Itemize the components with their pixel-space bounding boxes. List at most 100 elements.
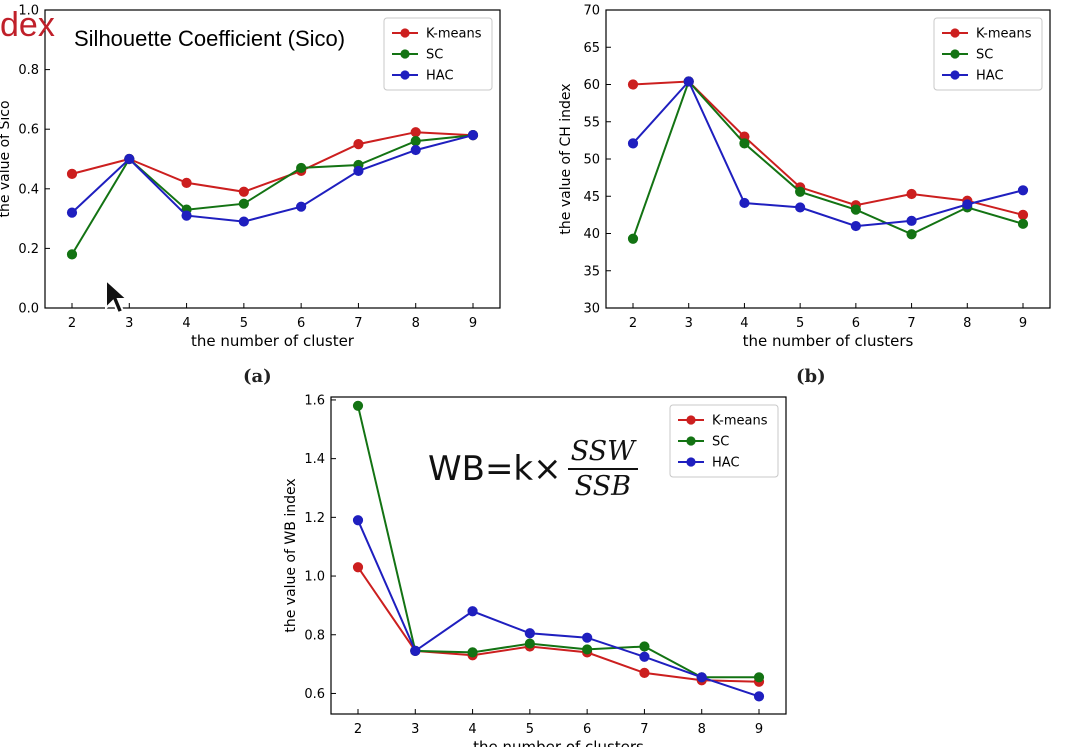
- legend-label: HAC: [976, 69, 1004, 84]
- data-point-sc: [850, 204, 861, 215]
- y-tick-label: 45: [583, 190, 600, 205]
- data-point-k-means: [639, 667, 650, 679]
- legend-marker: [950, 49, 960, 59]
- y-tick-label: 40: [583, 227, 600, 242]
- data-point-hac: [124, 153, 135, 165]
- data-point-hac: [627, 138, 639, 149]
- plot-frame: [44, 9, 501, 309]
- formula-prefix: WB=k×: [428, 449, 562, 489]
- series-line-sc: [357, 405, 759, 679]
- legend-box: [669, 404, 779, 478]
- legend-label: SC: [976, 48, 993, 63]
- x-tick-label: 2: [354, 722, 362, 737]
- data-point-hac: [582, 632, 593, 643]
- mouse-cursor-icon: [105, 278, 130, 315]
- panel-label-b: (b): [796, 366, 826, 387]
- data-point-hac: [238, 216, 249, 227]
- legend-marker: [950, 28, 960, 38]
- series-line-sc: [632, 79, 1024, 240]
- x-tick-label: 7: [640, 722, 648, 737]
- data-point-hac: [1017, 185, 1029, 196]
- series-line-k-means: [71, 131, 474, 193]
- data-point-hac: [906, 215, 917, 226]
- x-tick-label: 4: [182, 316, 190, 331]
- data-point-hac: [66, 207, 78, 218]
- data-point-sc: [352, 400, 364, 411]
- data-point-hac: [753, 691, 765, 702]
- series-line-hac: [71, 134, 474, 223]
- legend-marker: [686, 415, 696, 425]
- data-point-k-means: [627, 79, 639, 90]
- legend-marker: [400, 70, 410, 80]
- series-line-k-means: [357, 566, 760, 683]
- data-point-hac: [639, 651, 650, 662]
- x-tick-label: 5: [796, 316, 804, 331]
- x-tick-label: 2: [68, 316, 76, 331]
- y-tick-label: 1.0: [18, 4, 39, 19]
- x-tick-label: 3: [685, 316, 693, 331]
- x-tick-label: 9: [1019, 316, 1027, 331]
- legend-label: SC: [712, 435, 729, 450]
- x-tick-label: 9: [755, 722, 763, 737]
- y-tick-label: 0.2: [18, 242, 39, 257]
- plot-frame: [330, 396, 787, 715]
- x-tick-label: 4: [740, 316, 748, 331]
- legend-label: K-means: [976, 27, 1032, 42]
- data-point-hac: [524, 628, 535, 639]
- data-point-sc: [66, 249, 78, 260]
- chart-1: 2 3 4 5 6 7 8 9 0.0 0.2 0.4 0.6 0.8 1.0 the number of …: [0, 4, 501, 350]
- data-point-k-means: [181, 177, 192, 188]
- y-tick-label: 0.4: [18, 182, 39, 197]
- x-tick-label: 2: [629, 316, 637, 331]
- x-tick-label: 9: [469, 316, 477, 331]
- data-point-hac: [352, 515, 364, 526]
- overlay-chart-title: Silhouette Coefficient (Sico): [74, 26, 346, 51]
- data-point-sc: [582, 644, 593, 655]
- data-point-k-means: [238, 186, 249, 197]
- legend-label: HAC: [712, 456, 740, 471]
- x-tick-label: 7: [907, 316, 915, 331]
- x-tick-label: 6: [852, 316, 860, 331]
- x-tick-label: 5: [526, 722, 534, 737]
- formula-denominator: SSB: [574, 471, 631, 502]
- data-point-sc: [753, 672, 765, 683]
- x-tick-label: 8: [963, 316, 971, 331]
- legend-box: [383, 17, 493, 91]
- data-point-sc: [467, 647, 478, 658]
- data-point-sc: [627, 233, 639, 244]
- series-line-hac: [632, 79, 1024, 228]
- data-point-hac: [296, 201, 307, 212]
- data-point-hac: [353, 165, 364, 177]
- y-tick-label: 70: [583, 4, 600, 19]
- formula-numerator: SSW: [567, 436, 638, 470]
- data-point-hac: [410, 144, 421, 156]
- legend-marker: [950, 70, 960, 80]
- data-point-k-means: [410, 127, 421, 138]
- y-tick-label: 60: [583, 78, 600, 93]
- x-tick-label: 3: [411, 722, 419, 737]
- data-point-hac: [683, 76, 694, 87]
- legend-marker: [400, 49, 410, 59]
- panel-label-a: (a): [243, 366, 272, 387]
- data-point-hac: [410, 645, 421, 656]
- legend-label: SC: [426, 48, 443, 63]
- x-tick-label: 3: [125, 316, 133, 331]
- data-point-sc: [1017, 218, 1029, 229]
- overlay-fragment-text: dex: [0, 6, 55, 44]
- series-line-hac: [357, 519, 760, 698]
- data-point-sc: [296, 162, 307, 174]
- x-tick-label: 8: [412, 316, 420, 331]
- y-tick-label: 30: [583, 302, 600, 317]
- legend-marker: [686, 436, 696, 446]
- y-axis-label: the value of WB index: [283, 478, 299, 632]
- y-tick-label: 65: [583, 41, 600, 56]
- x-tick-label: 8: [698, 722, 706, 737]
- y-tick-label: 1.6: [304, 393, 325, 408]
- legend-marker: [400, 28, 410, 38]
- data-point-hac: [739, 197, 750, 209]
- x-tick-label: 6: [583, 722, 591, 737]
- y-tick-label: 0.8: [18, 63, 39, 78]
